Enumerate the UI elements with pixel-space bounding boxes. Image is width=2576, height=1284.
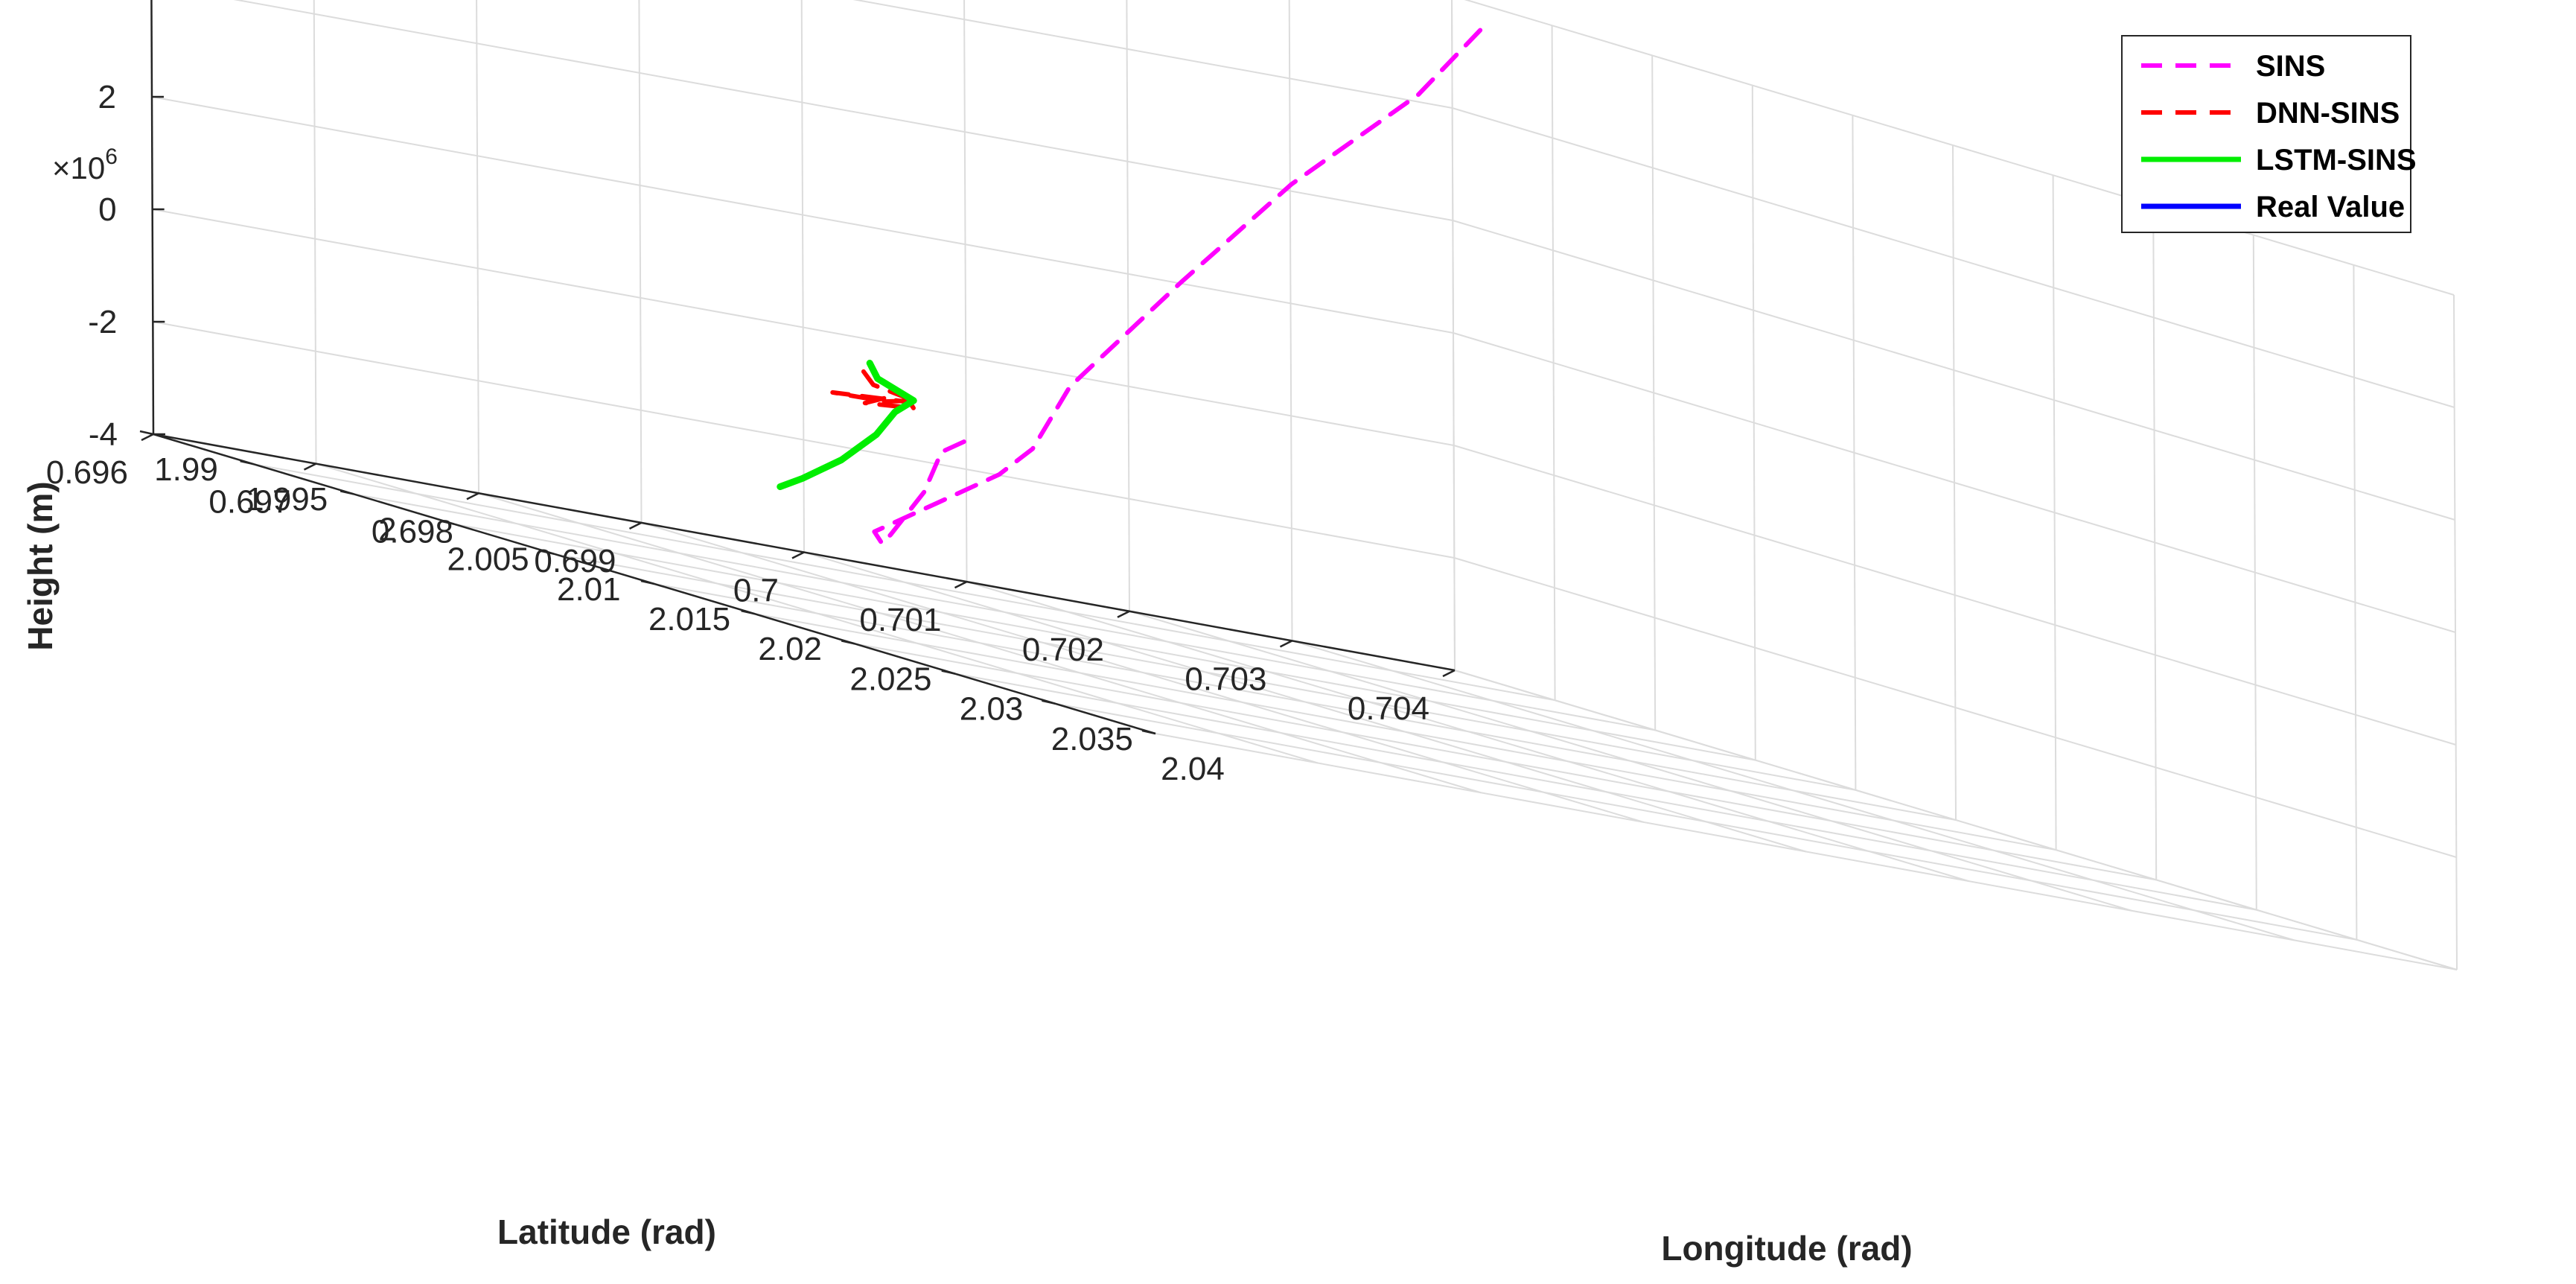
y-tick-label: 0.699 (534, 543, 616, 579)
z-tick-label: 2 (98, 79, 116, 115)
z-tick-label: -2 (88, 304, 117, 340)
x-tick-label: 2.035 (1051, 721, 1133, 757)
x-tick-label: 1.99 (154, 451, 218, 488)
z-tick-label: -4 (89, 416, 118, 453)
legend-label: DNN-SINS (2256, 97, 2400, 130)
z-axis-label: Height (m) (21, 481, 60, 650)
z-tick-label: 4 (98, 0, 115, 3)
x-tick-label: 2.02 (758, 631, 822, 667)
y-tick-label: 0.702 (1022, 632, 1104, 668)
y-tick-label: 0.701 (859, 602, 941, 638)
legend: SINS DNN-SINS LSTM-SINS Real Value (2122, 36, 2417, 232)
y-axis-label: Latitude (rad) (497, 1213, 716, 1251)
z-exponent-power: 6 (105, 144, 118, 169)
y-tick-label: 0.704 (1348, 690, 1429, 727)
legend-label: SINS (2256, 50, 2325, 83)
x-tick-label: 2.005 (447, 541, 529, 578)
z-tick-label: 0 (98, 191, 116, 228)
legend-label: Real Value (2256, 191, 2405, 223)
x-tick-label: 2.03 (960, 691, 1024, 728)
x-tick-label: 2.04 (1161, 751, 1225, 787)
x-tick-label: 2.025 (849, 661, 931, 697)
y-tick-label: 0.703 (1185, 661, 1266, 697)
x-tick-label: 2.015 (648, 601, 730, 638)
y-tick-label: 0.698 (372, 513, 453, 550)
x-axis-label: Longitude (rad) (1661, 1229, 1912, 1268)
y-tick-label: 0.7 (733, 573, 779, 609)
legend-label: LSTM-SINS (2256, 144, 2417, 177)
y-tick-label: 0.697 (208, 484, 290, 521)
z-exponent-base: ×10 (52, 150, 105, 185)
